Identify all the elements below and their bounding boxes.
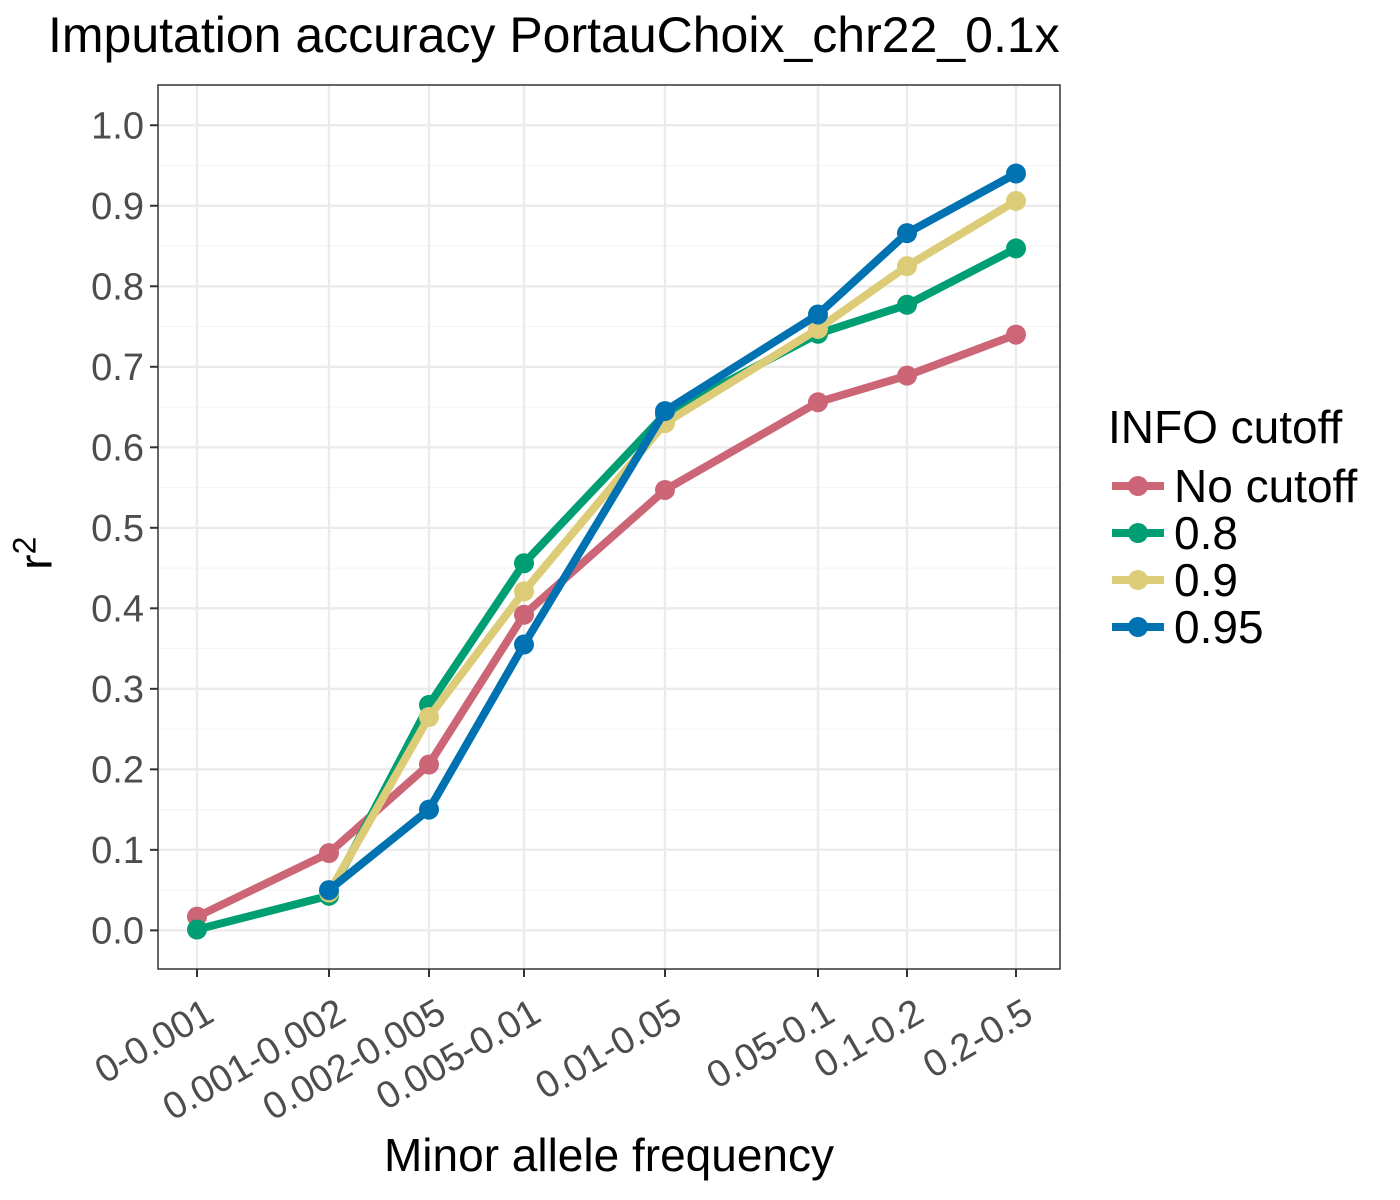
chart-title: Imputation accuracy PortauChoix_chr22_0.… <box>48 7 1060 63</box>
y-tick-label: 0.9 <box>91 186 144 228</box>
data-point <box>319 843 339 864</box>
y-tick-label: 0.2 <box>91 749 144 791</box>
y-tick-label: 1.0 <box>91 105 144 147</box>
grid-lines <box>158 85 1060 969</box>
legend-item: 0.9 <box>1108 554 1238 606</box>
data-point <box>514 634 534 655</box>
legend-item: 0.8 <box>1108 507 1238 559</box>
legend-key <box>1108 510 1168 556</box>
x-axis-label: Minor allele frequency <box>383 1129 834 1181</box>
data-point <box>1006 324 1026 345</box>
data-point <box>897 223 917 244</box>
data-point <box>897 365 917 386</box>
series-line <box>326 170 1018 894</box>
series-lines <box>187 163 1026 940</box>
y-tick-label: 0.6 <box>91 427 144 469</box>
y-tick-label: 0.4 <box>91 588 144 630</box>
data-point <box>514 604 534 625</box>
data-point <box>1006 163 1026 184</box>
data-point <box>514 581 534 602</box>
x-tick-label: 0.2-0.5 <box>916 991 1039 1087</box>
y-axis-label-text: r <box>9 554 62 570</box>
series-0.95 <box>319 163 1026 901</box>
legend-label: 0.9 <box>1174 554 1238 606</box>
data-point <box>419 799 439 820</box>
legend-item: No cutoff <box>1108 460 1357 512</box>
data-point <box>655 401 675 422</box>
y-tick-label: 0.1 <box>91 830 144 872</box>
data-point <box>808 392 828 413</box>
legend-key <box>1108 463 1168 509</box>
y-tick-label: 0.8 <box>91 266 144 308</box>
y-tick-label: 0.7 <box>91 347 144 389</box>
y-axis: 0.0 0.1 0.2 0.3 0.4 0.5 0.6 0.7 0.8 0.9 1.0 <box>91 105 158 952</box>
series-line <box>196 244 1018 934</box>
y-tick-label: 0.5 <box>91 508 144 550</box>
y-axis-label: r2 <box>6 537 62 570</box>
data-point <box>319 880 339 901</box>
legend-key <box>1108 557 1168 603</box>
y-axis-label-superscript: 2 <box>6 536 43 555</box>
data-point <box>808 304 828 325</box>
data-point <box>514 553 534 574</box>
data-point <box>655 479 675 500</box>
series-0.8 <box>187 238 1026 940</box>
legend-label: 0.95 <box>1174 601 1264 653</box>
legend-title: INFO cutoff <box>1108 401 1343 453</box>
y-tick-label: 0.0 <box>91 910 144 952</box>
data-point <box>187 919 207 940</box>
data-point <box>897 294 917 315</box>
series-line <box>195 330 1018 921</box>
series-no-cutoff <box>187 324 1026 927</box>
data-point <box>419 754 439 775</box>
data-point <box>808 318 828 339</box>
data-point <box>897 256 917 277</box>
legend-key <box>1108 604 1168 650</box>
data-point <box>419 707 439 728</box>
data-point <box>1006 238 1026 259</box>
legend-label: No cutoff <box>1174 460 1358 512</box>
legend-item: 0.95 <box>1108 601 1264 653</box>
data-point <box>1006 190 1026 211</box>
x-axis: 0-0.0010.001-0.0020.002-0.0050.005-0.010… <box>88 969 1040 1129</box>
legend-label: 0.8 <box>1174 507 1238 559</box>
x-tick-label: 0.01-0.05 <box>529 991 689 1108</box>
y-tick-label: 0.3 <box>91 669 144 711</box>
